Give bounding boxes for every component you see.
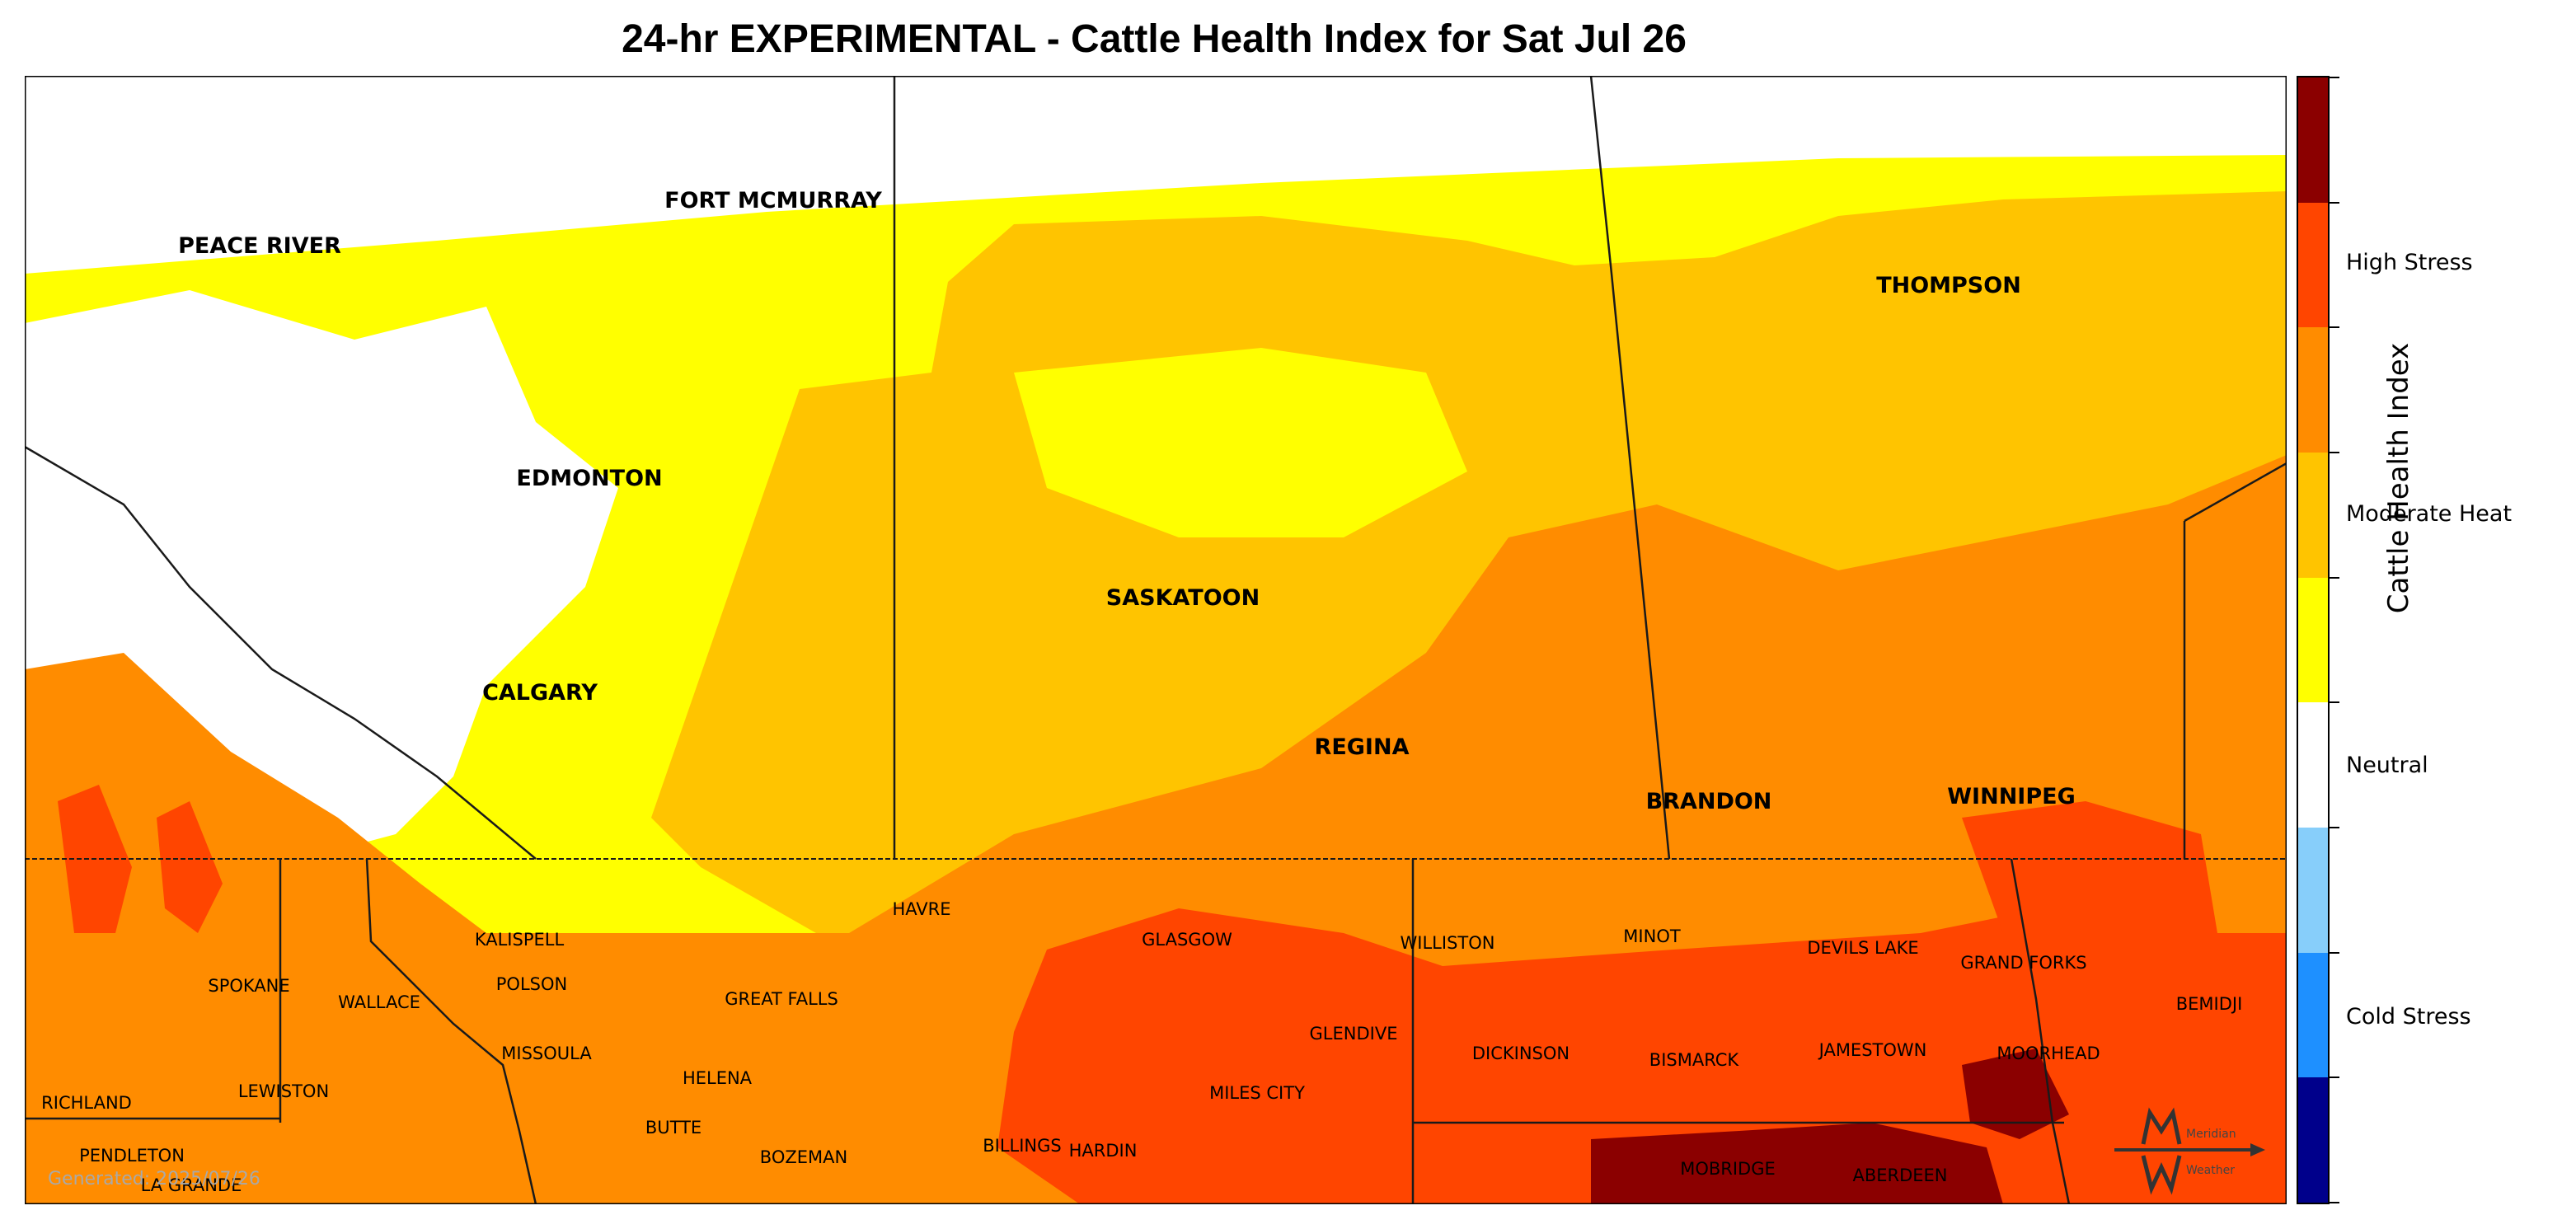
city-label: FORT MCMURRAY — [664, 188, 882, 213]
map-title: 24-hr EXPERIMENTAL - Cattle Health Index… — [622, 17, 1687, 61]
legend-tick — [2330, 326, 2339, 329]
legend-color-segment — [2298, 577, 2328, 703]
id-mt-border — [365, 858, 537, 1204]
city-label: BUTTE — [645, 1118, 701, 1138]
city-label: MINOT — [1623, 926, 1681, 946]
city-label: WINNIPEG — [1947, 784, 2075, 809]
city-label: GRAND FORKS — [1960, 953, 2086, 973]
city-label: JAMESTOWN — [1818, 1040, 1927, 1060]
legend-axis-label: Cattle Health Index — [2382, 342, 2415, 614]
legend-color-segment — [2298, 77, 2328, 203]
legend-color-segment — [2298, 327, 2328, 453]
generated-timestamp: Generated: 2025/07/26 — [48, 1169, 260, 1189]
city-label: HARDIN — [1069, 1141, 1138, 1161]
city-label: GREAT FALLS — [725, 989, 838, 1009]
boundaries — [25, 76, 2287, 1204]
legend-tick — [2330, 576, 2339, 579]
city-label: KALISPELL — [475, 930, 565, 950]
legend-tick — [2330, 201, 2339, 204]
city-label: RICHLAND — [41, 1093, 132, 1113]
city-label: WILLISTON — [1401, 933, 1495, 953]
legend-color-segment — [2298, 202, 2328, 328]
city-label: DICKINSON — [1472, 1044, 1570, 1063]
legend-label-high-stress: High Stress — [2346, 250, 2473, 275]
zone-yellow-pocket — [1014, 348, 1467, 537]
zone-neutral-north — [25, 76, 2287, 274]
logo-mark — [2114, 1107, 2265, 1195]
meridian-weather-logo: Meridian Weather — [2114, 1107, 2265, 1195]
legend-tick — [2330, 452, 2339, 453]
legend-color-segment — [2298, 702, 2328, 828]
city-label: EDMONTON — [516, 466, 662, 491]
legend-color-segment — [2298, 452, 2328, 578]
city-label: SASKATOON — [1106, 585, 1260, 611]
city-label: LEWISTON — [238, 1081, 329, 1101]
legend-tick — [2330, 1202, 2339, 1203]
city-label: ABERDEEN — [1852, 1166, 1947, 1185]
zone-mountain-red-2 — [157, 801, 223, 933]
legend-label-cold-stress: Cold Stress — [2346, 1004, 2471, 1030]
legend-tick — [2330, 1077, 2339, 1079]
city-label: LA GRANDE — [141, 1175, 242, 1195]
city-label: REGINA — [1315, 734, 1410, 760]
city-label: BRANDON — [1646, 789, 1772, 814]
logo-word-1: Meridian — [2186, 1128, 2236, 1141]
legend-label-neutral: Neutral — [2346, 753, 2428, 778]
legend-tick — [2330, 701, 2339, 704]
zone-high-stress — [997, 900, 2287, 1204]
legend-color-segment — [2298, 952, 2328, 1078]
city-label: HELENA — [683, 1068, 753, 1088]
zone-extreme-stress — [1591, 1123, 2003, 1204]
city-label: HAVRE — [892, 899, 950, 919]
city-label: BEMIDJI — [2176, 994, 2243, 1014]
zone-extreme-stress-moorhead — [1962, 1048, 2069, 1139]
city-label: BOZEMAN — [760, 1147, 847, 1167]
legend-color-segment — [2298, 827, 2328, 953]
city-label: POLSON — [496, 974, 567, 994]
city-label: MISSOULA — [501, 1044, 592, 1063]
legend-color-segment — [2298, 1077, 2328, 1203]
city-label: THOMPSON — [1876, 273, 2021, 298]
city-label: PENDLETON — [79, 1146, 185, 1166]
bc-ab-border — [25, 445, 537, 860]
map-panel: PEACE RIVER FORT MCMURRAY EDMONTON CALGA… — [25, 76, 2287, 1204]
city-label: WALLACE — [338, 992, 420, 1012]
city-label: MOORHEAD — [1997, 1044, 2100, 1063]
legend-tick — [2330, 951, 2339, 954]
city-label: MOBRIDGE — [1680, 1159, 1776, 1179]
city-label: SPOKANE — [208, 976, 289, 996]
sk-mb-border — [1589, 76, 1671, 860]
city-label: BILLINGS — [983, 1136, 1062, 1156]
legend-tick — [2330, 77, 2339, 78]
legend-tick — [2330, 827, 2339, 828]
nd-mn-border — [2010, 858, 2071, 1204]
city-label: PEACE RIVER — [178, 233, 341, 259]
city-label: CALGARY — [482, 680, 598, 706]
legend-label-moderate-heat: Moderate Heat — [2346, 501, 2513, 527]
city-label: BISMARCK — [1649, 1050, 1740, 1070]
heat-stress-map: PEACE RIVER FORT MCMURRAY EDMONTON CALGA… — [25, 76, 2287, 1204]
legend-colorbar — [2297, 76, 2330, 1204]
city-label: GLENDIVE — [1310, 1024, 1398, 1044]
city-label: MILES CITY — [1209, 1083, 1305, 1103]
city-label: DEVILS LAKE — [1807, 938, 1918, 958]
mb-on-border — [2184, 462, 2287, 523]
zone-mountain-orange — [25, 653, 486, 1204]
zone-high-stress-winnipeg — [1962, 801, 2217, 933]
logo-word-2: Weather — [2186, 1164, 2235, 1177]
city-label: GLASGOW — [1142, 930, 1232, 950]
